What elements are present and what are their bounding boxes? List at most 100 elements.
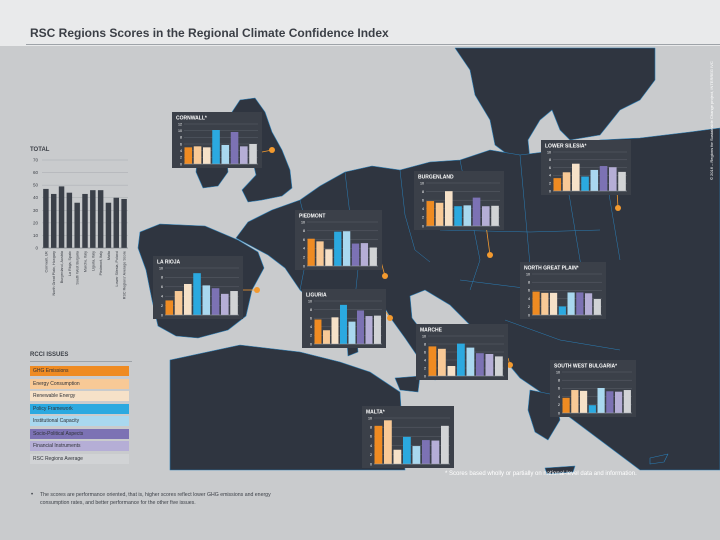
bar-financial-instruments (431, 440, 440, 464)
y-tick-label: 6 (422, 199, 424, 203)
x-tick-label: Malta (107, 250, 111, 260)
legend-divider (30, 361, 132, 362)
bar-institutional-capacity (567, 292, 575, 315)
panel-lower-silesia: LOWER SILESIA* 0 2 4 6 8 10 (541, 140, 631, 195)
y-tick-label: 2 (310, 334, 312, 338)
total-bar-north-great-plain-hungary (50, 193, 57, 248)
bar-energy-consumption (571, 390, 579, 413)
y-tick-label: 0 (180, 162, 182, 166)
y-tick-label: 8 (558, 379, 560, 383)
y-tick-label: 8 (180, 136, 182, 140)
bar-rsc-regions-average (249, 144, 257, 164)
x-tick-label: Piedmont, Italy (99, 251, 103, 276)
bar-ghg-emissions (428, 346, 437, 376)
y-tick-label: 4 (161, 295, 163, 299)
panel-burgenland: BURGENLAND 0 2 4 6 8 10 (414, 171, 504, 230)
marker-marche (507, 362, 513, 368)
y-tick-label: 2 (180, 156, 182, 160)
chart-title: NORTH GREAT PLAIN* (524, 266, 579, 272)
marker-la-rioja (254, 287, 260, 293)
bar-socio-political-aspects (357, 310, 364, 344)
y-tick-label: 2 (558, 403, 560, 407)
bar-rsc-regions-average (593, 299, 601, 315)
y-tick-label: 10 (422, 334, 426, 338)
bar-energy-consumption (316, 241, 324, 266)
bar-financial-instruments (360, 243, 369, 266)
y-tick-label: 6 (558, 387, 560, 391)
x-tick-label: Burgenland, Austria (60, 250, 64, 283)
chart-marche: MARCHE 0 2 4 6 8 10 (420, 328, 504, 378)
chart-north-great-plain: NORTH GREAT PLAIN* 0 2 4 6 8 10 (524, 266, 602, 317)
bar-renewable-energy (572, 163, 580, 191)
y-tick-label: 6 (161, 285, 163, 289)
legend-item-institutional-capacity: Institutional Capacity (30, 416, 129, 426)
x-tick-label: Marche, Italy (84, 251, 88, 272)
legend-item-financial-instruments: Financial Instruments (30, 441, 129, 451)
bar-financial-instruments (585, 293, 593, 315)
legend-items: GHG Emissions Energy Consumption Renewable… (30, 366, 132, 464)
bar-policy-framework (588, 405, 596, 413)
marker-burgenland (487, 252, 493, 258)
panel-la-rioja: LA RIOJA 0 2 4 6 8 10 (153, 256, 243, 319)
y-tick-label: 10 (368, 416, 372, 420)
bar-financial-instruments (485, 354, 494, 376)
legend-item-renewable-energy: Renewable Energy (30, 391, 129, 401)
legend-item-ghg-emissions: GHG Emissions (30, 366, 129, 376)
bar-ghg-emissions (314, 319, 322, 344)
panel-cornwall: CORNWALL* 0 2 4 6 8 10 12 (172, 112, 262, 168)
bar-ghg-emissions (374, 425, 383, 464)
marker-piedmont (382, 273, 388, 279)
performance-note: The scores are performance oriented, tha… (40, 492, 271, 506)
y-tick-label: 8 (549, 158, 551, 162)
bar-financial-instruments (482, 206, 490, 226)
bar-socio-political-aspects (476, 353, 484, 376)
y-tick-label: 0 (558, 411, 560, 415)
y-tick-label: 10 (301, 220, 305, 224)
bullet-icon: • (31, 492, 34, 498)
y-tick-label: 4 (558, 395, 560, 399)
x-tick-label: Lower Silesia, Poland (115, 251, 119, 286)
y-tick-label: 0 (310, 342, 312, 346)
total-chart: 0 10 20 30 40 50 60 70 Cornwall, UK North Great P… (33, 158, 128, 299)
legend-item-energy-consumption: Energy Consumption (30, 378, 129, 389)
bar-socio-political-aspects (422, 440, 430, 464)
y-tick-label: 70 (33, 158, 39, 163)
legend-heading: RCCI ISSUES (30, 352, 69, 358)
bar-rsc-regions-average (369, 247, 377, 266)
chart-title: PIEDMONT (299, 214, 325, 220)
chart-south-west-bulgaria: SOUTH WEST BULGARIA* 0 2 4 6 8 10 (554, 364, 632, 415)
bar-rsc-regions-average (491, 205, 499, 226)
bar-policy-framework (403, 436, 411, 464)
header-divider (26, 44, 720, 45)
y-tick-label: 10 (178, 129, 182, 133)
y-tick-label: 10 (526, 272, 530, 276)
y-tick-label: 4 (422, 207, 424, 211)
y-tick-label: 10 (33, 233, 39, 238)
y-tick-label: 2 (161, 304, 163, 308)
y-tick-label: 6 (180, 142, 182, 146)
y-tick-label: 10 (556, 370, 560, 374)
bar-energy-consumption (562, 172, 571, 191)
chart-cornwall: CORNWALL* 0 2 4 6 8 10 12 (176, 116, 258, 166)
bar-renewable-energy (325, 249, 333, 266)
y-tick-label: 10 (420, 181, 424, 185)
total-bar-la-rioja-spain (66, 192, 73, 248)
y-tick-label: 6 (549, 166, 551, 170)
x-tick-label: North Great Plain, Hungary (52, 251, 56, 296)
map-sicily (394, 375, 421, 393)
y-tick-label: 4 (180, 149, 182, 153)
bar-ghg-emissions (532, 291, 540, 315)
bar-policy-framework (581, 176, 589, 191)
chart-title: LOWER SILESIA* (545, 144, 586, 150)
chart-lower-silesia: LOWER SILESIA* 0 2 4 6 8 10 (545, 144, 627, 193)
y-tick-label: 0 (549, 189, 551, 193)
bar-financial-instruments (609, 167, 617, 191)
marker-lower-silesia (615, 205, 621, 211)
y-tick-label: 6 (528, 289, 530, 293)
marker-cornwall (269, 147, 275, 153)
y-tick-label: 2 (424, 366, 426, 370)
y-tick-label: 6 (370, 435, 372, 439)
total-bar-piedmont-italy (97, 190, 104, 248)
bar-ghg-emissions (184, 147, 193, 164)
bar-renewable-energy (393, 449, 402, 464)
